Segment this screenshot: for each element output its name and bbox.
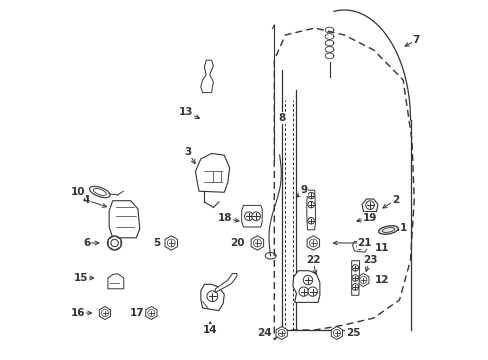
Text: 12: 12 [374, 275, 389, 285]
Ellipse shape [378, 226, 397, 234]
Circle shape [101, 310, 108, 316]
Text: 6: 6 [83, 238, 90, 248]
Polygon shape [306, 190, 315, 230]
Circle shape [251, 212, 260, 221]
Polygon shape [361, 199, 377, 212]
Text: 18: 18 [217, 213, 232, 223]
Text: 2: 2 [391, 195, 399, 205]
Text: 17: 17 [129, 308, 143, 318]
Text: 19: 19 [362, 213, 376, 223]
Polygon shape [241, 206, 262, 227]
Circle shape [307, 192, 314, 199]
Polygon shape [330, 327, 342, 339]
Text: 22: 22 [305, 255, 320, 265]
Circle shape [107, 236, 122, 250]
Circle shape [351, 275, 358, 281]
Text: 16: 16 [70, 308, 85, 318]
Text: 24: 24 [257, 328, 271, 338]
Circle shape [351, 284, 358, 290]
Polygon shape [99, 306, 110, 319]
Polygon shape [352, 242, 366, 252]
Polygon shape [108, 236, 121, 250]
Circle shape [309, 239, 317, 247]
Circle shape [303, 275, 312, 285]
Circle shape [333, 329, 340, 337]
Polygon shape [351, 261, 359, 295]
Text: 13: 13 [178, 107, 193, 117]
Polygon shape [108, 274, 123, 289]
Circle shape [253, 239, 261, 247]
Ellipse shape [382, 228, 394, 233]
Circle shape [351, 265, 358, 271]
Circle shape [147, 310, 155, 316]
Circle shape [244, 212, 253, 221]
Text: 20: 20 [230, 238, 244, 248]
Polygon shape [164, 236, 177, 250]
Text: 11: 11 [374, 243, 389, 253]
Circle shape [278, 329, 285, 337]
Text: 10: 10 [70, 187, 85, 197]
Circle shape [167, 239, 175, 247]
Text: 14: 14 [203, 325, 217, 335]
Circle shape [359, 276, 366, 284]
Polygon shape [292, 271, 319, 302]
Text: 5: 5 [153, 238, 160, 248]
Circle shape [307, 287, 317, 296]
Text: 9: 9 [300, 185, 306, 195]
Text: 1: 1 [399, 223, 406, 233]
Circle shape [307, 201, 314, 208]
Polygon shape [357, 274, 368, 287]
Polygon shape [145, 306, 157, 319]
Circle shape [206, 291, 217, 302]
Polygon shape [306, 236, 319, 250]
Text: 4: 4 [83, 195, 90, 205]
Text: 23: 23 [362, 255, 377, 265]
Text: 8: 8 [278, 113, 285, 123]
Polygon shape [276, 327, 287, 339]
Polygon shape [215, 274, 236, 293]
Polygon shape [195, 153, 229, 192]
Text: 3: 3 [184, 147, 191, 157]
Circle shape [307, 217, 314, 224]
Circle shape [111, 239, 118, 247]
Polygon shape [201, 60, 213, 93]
Circle shape [356, 244, 362, 249]
Circle shape [111, 239, 118, 247]
Text: 21: 21 [357, 238, 371, 248]
Text: 25: 25 [345, 328, 360, 338]
Polygon shape [251, 236, 263, 250]
Polygon shape [109, 201, 140, 238]
Circle shape [298, 287, 308, 296]
Text: 7: 7 [412, 35, 419, 45]
Ellipse shape [93, 189, 106, 195]
Text: 15: 15 [73, 273, 88, 283]
Ellipse shape [89, 186, 110, 198]
Circle shape [365, 201, 374, 210]
Polygon shape [201, 284, 224, 311]
